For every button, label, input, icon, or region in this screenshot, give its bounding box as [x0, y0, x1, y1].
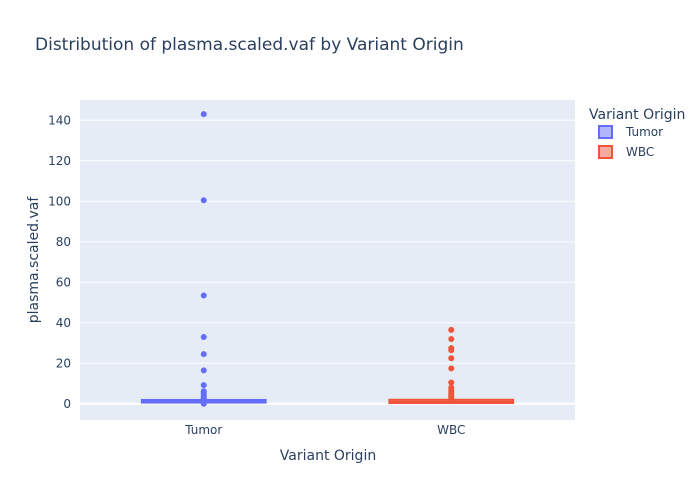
outlier-point	[448, 335, 455, 342]
box-tumor	[140, 111, 267, 407]
outlier-point	[448, 379, 455, 386]
y-tick-label: 0	[63, 397, 71, 411]
x-tick-label: Tumor	[184, 423, 222, 437]
boxes	[140, 111, 515, 407]
legend-title: Variant Origin	[589, 107, 685, 123]
outlier-point	[200, 333, 207, 340]
y-tick-labels: 0 20 40 60 80 100 120 140	[48, 113, 71, 411]
x-tick-labels: Tumor WBC	[184, 423, 465, 437]
plot-area	[80, 100, 575, 420]
chart-title: Distribution of plasma.scaled.vaf by Var…	[35, 35, 464, 55]
outlier-point	[200, 396, 207, 403]
outlier-point	[448, 326, 455, 333]
outlier-point	[200, 292, 207, 299]
outlier-point	[200, 197, 207, 204]
outlier-point	[200, 382, 207, 389]
y-tick-label: 140	[48, 113, 71, 127]
legend: Variant Origin Tumor WBC	[589, 107, 685, 159]
x-tick-label: WBC	[437, 423, 465, 437]
y-tick-label: 40	[56, 316, 71, 330]
y-tick-label: 80	[56, 235, 71, 249]
outlier-point	[448, 365, 455, 372]
outlier-point	[448, 395, 455, 402]
outlier-point	[200, 111, 207, 118]
y-axis-label: plasma.scaled.vaf	[26, 196, 42, 324]
box-wbc	[388, 326, 515, 404]
y-tick-label: 60	[56, 275, 71, 289]
outlier-point	[448, 355, 455, 362]
legend-swatch-tumor	[598, 125, 613, 139]
legend-label-tumor: Tumor	[625, 125, 663, 139]
outlier-point	[200, 351, 207, 358]
outlier-point	[200, 400, 207, 407]
outlier-point	[448, 347, 455, 354]
legend-swatch-wbc	[598, 145, 613, 159]
y-tick-label: 20	[56, 356, 71, 370]
y-tick-label: 120	[48, 154, 71, 168]
x-axis-label: Variant Origin	[280, 448, 376, 464]
outlier-point	[200, 367, 207, 374]
legend-label-wbc: WBC	[626, 145, 654, 159]
y-tick-label: 100	[48, 194, 71, 208]
